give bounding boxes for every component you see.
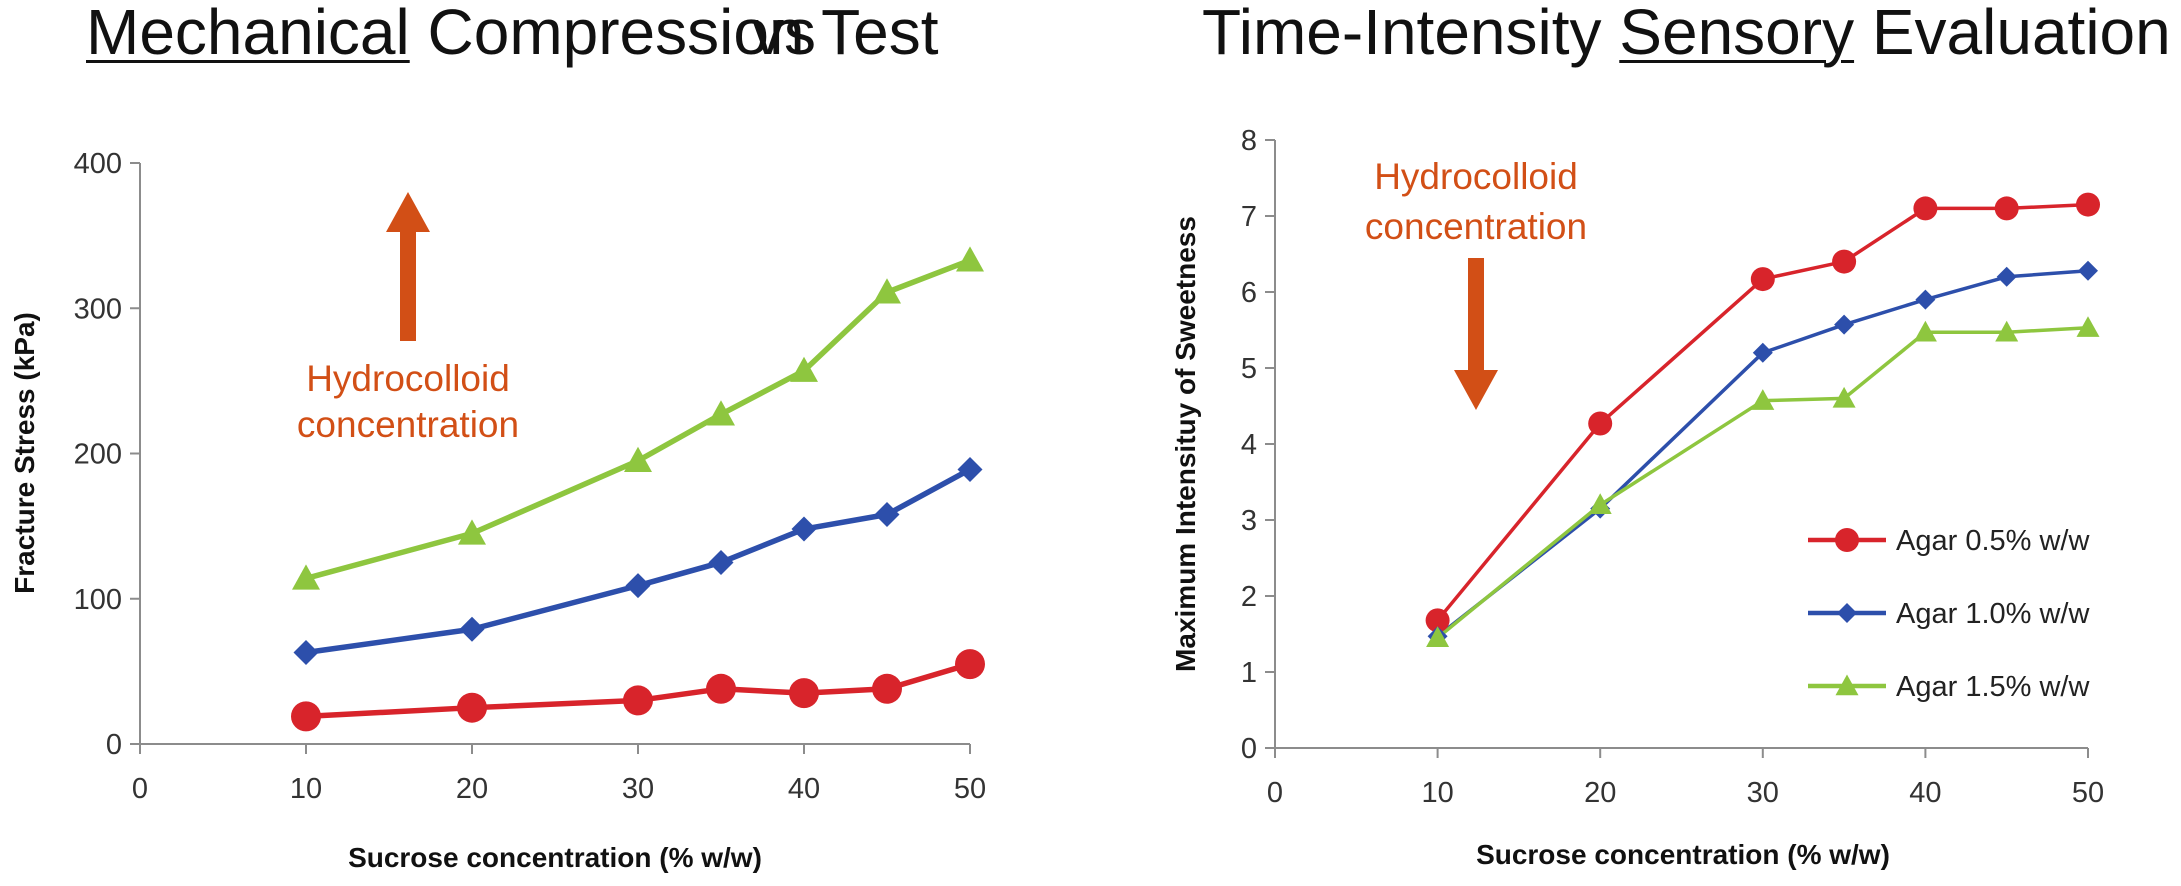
y-tick-label: 0 [106,729,122,761]
fracture-stress-chart: 0 100 200 300 400 0 10 20 30 40 50 Sucrose concentr… [9,148,986,873]
data-point-green [2076,316,2100,337]
data-point-red [623,685,653,716]
y-axis-label: Fracture Stress (kPa) [9,312,40,594]
data-point-green [1426,626,1450,647]
data-point-blue [1996,266,2017,287]
x-tick-label: 40 [788,773,820,805]
data-point-green [292,564,320,590]
x-tick-label: 0 [1267,777,1283,809]
left-title-underlined: Mechanical [86,0,410,68]
data-point-red [1588,411,1613,436]
series-line-blue [305,467,972,656]
y-tick-label: 6 [1241,277,1257,309]
annotation-line-2: concentration [297,404,519,445]
x-tick-label: 10 [290,773,322,805]
right-title-start: Time-Intensity [1202,0,1620,68]
data-point-red [789,678,819,709]
data-point-red [1913,196,1938,221]
data-point-red [1750,267,1775,292]
left-chart-title: Mechanical Compression Test [86,0,939,80]
x-tick-label: 0 [132,773,148,805]
vs-label: vs [752,0,816,68]
sweetness-intensity-chart: 0 1 2 3 4 5 6 7 8 0 10 20 30 40 50 Sucrose concentratio… [1170,125,2104,870]
data-point-red [706,673,736,704]
data-point-red [955,649,985,680]
data-point-blue [1752,342,1773,363]
data-point-blue [1834,314,1855,335]
data-point-green [956,246,984,272]
right-title-underlined: Sensory [1619,0,1855,68]
data-point-blue [708,549,734,575]
legend-label: Agar 0.5% w/w [1896,525,2090,557]
series-line-green [1436,325,2089,640]
data-point-green [1913,320,1937,342]
data-point-red [1994,196,2019,221]
data-point-green [458,519,486,545]
y-tick-label: 8 [1241,125,1257,157]
x-tick-label: 50 [954,773,986,805]
data-point-blue [1915,289,1936,310]
y-tick-label: 200 [74,439,122,471]
legend-marker-green [1835,674,1859,696]
y-tick-label: 4 [1241,429,1257,461]
y-axis-label: Maximum Intensituy of Sweetness [1170,216,1201,672]
data-point-green [1751,389,1775,410]
data-point-blue [459,616,485,642]
legend-marker-red [1835,528,1859,552]
series-line-blue [1436,268,2089,638]
x-axis-label: Sucrose concentration (% w/w) [348,842,762,873]
annotation-line-2: concentration [1365,206,1587,247]
data-point-green [707,400,735,426]
data-point-green [873,278,901,304]
annotation-line-1: Hydrocolloid [1374,156,1578,197]
data-point-green [790,356,818,382]
y-tick-label: 2 [1241,581,1257,613]
data-point-green [624,446,652,472]
data-point-red [872,673,902,704]
x-tick-label: 30 [1747,777,1779,809]
data-point-green [1832,386,1856,408]
annotation-line-1: Hydrocolloid [306,358,510,399]
annotation-arrow-icon [386,192,430,341]
y-tick-label: 0 [1241,733,1257,765]
y-tick-label: 400 [74,148,122,180]
x-tick-label: 40 [1909,777,1941,809]
data-point-red [2076,192,2100,217]
y-tick-label: 1 [1241,657,1257,689]
legend-marker-blue [1837,603,1857,623]
data-point-green [1995,320,2019,342]
data-point-blue [791,516,817,542]
legend-label: Agar 1.0% w/w [1896,598,2090,630]
data-point-blue [625,573,651,599]
annotation-arrow-icon [1454,258,1498,410]
data-point-red [291,701,321,732]
y-tick-label: 100 [74,584,122,616]
left-title-rest: Compression Test [409,0,939,68]
x-tick-label: 20 [1584,777,1616,809]
right-title-end: Evaluation [1854,0,2171,68]
right-chart-title: Time-Intensity Sensory Evaluation [1202,0,2171,80]
legend-label: Agar 1.5% w/w [1896,671,2090,703]
data-point-blue [874,502,900,528]
y-tick-label: 5 [1241,353,1257,385]
x-tick-label: 20 [456,773,488,805]
x-tick-label: 30 [622,773,654,805]
data-point-red [1832,249,1857,274]
y-tick-label: 300 [74,293,122,325]
data-point-green [1588,493,1612,514]
data-point-blue [2078,260,2098,281]
data-point-blue [957,456,983,482]
y-tick-label: 3 [1241,505,1257,537]
x-axis-label: Sucrose concentration (% w/w) [1476,839,1890,870]
x-tick-label: 10 [1421,777,1453,809]
data-point-red [1425,608,1450,633]
data-point-blue [293,639,319,665]
data-point-red [457,692,487,723]
y-tick-label: 7 [1241,201,1257,233]
x-tick-label: 50 [2072,777,2104,809]
